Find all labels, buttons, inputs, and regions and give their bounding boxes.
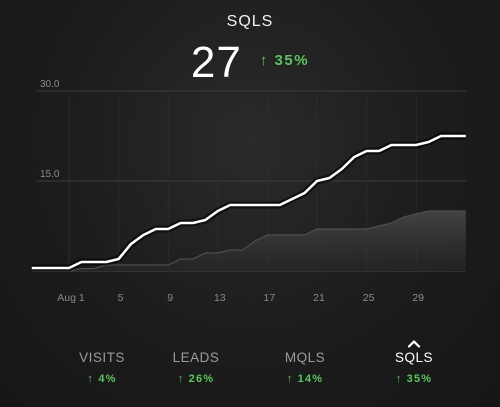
x-tick-label: 17: [264, 292, 276, 304]
x-tick-label: 21: [313, 292, 325, 304]
headline: 27 ↑ 35%: [0, 38, 500, 88]
tab-change: ↑ 26%: [177, 373, 215, 385]
chart-line-layer: [31, 132, 466, 272]
tab-sqls[interactable]: SQLS ↑ 35%: [359, 324, 469, 394]
tab-label: SQLS: [394, 350, 434, 365]
x-tick-label: 13: [214, 292, 226, 304]
chart-labels: 15.0 30.0 Aug 1 5 9 13 17 21 25 29: [40, 79, 424, 304]
y-tick-label: 15.0: [40, 169, 60, 180]
chevron-up-icon: [407, 340, 421, 348]
tab-caret-slot: [250, 324, 360, 348]
metric-title: SQLS: [226, 13, 274, 30]
tab-visits[interactable]: VISITS ↑ 4%: [47, 324, 157, 394]
series-area-line: [31, 210, 466, 272]
metric-tabs: VISITS ↑ 4% LEADS ↑ 26% MQLS ↑ 14% SQLS …: [0, 324, 500, 404]
metric-value: 27: [190, 38, 242, 87]
tab-caret-slot: [141, 324, 251, 348]
tab-mqls[interactable]: MQLS ↑ 14%: [250, 324, 360, 394]
tab-change: ↑ 35%: [395, 373, 433, 385]
x-tick-label: 9: [167, 292, 173, 304]
chart-area-layer: [31, 210, 466, 272]
metric-change-badge: ↑ 35%: [259, 52, 310, 69]
series-area-fill: [31, 211, 466, 271]
x-tick-label: 5: [118, 292, 124, 304]
tab-label: LEADS: [172, 350, 220, 365]
tab-caret-slot: [359, 324, 469, 348]
x-tick-label: 29: [412, 292, 424, 304]
y-tick-label: 30.0: [40, 79, 60, 90]
x-tick-label: 25: [363, 292, 375, 304]
series-line: [31, 134, 466, 270]
tab-leads[interactable]: LEADS ↑ 26%: [141, 324, 251, 394]
tab-label: MQLS: [284, 350, 326, 365]
tab-change: ↑ 14%: [286, 373, 324, 385]
tab-change: ↑ 4%: [87, 373, 117, 385]
x-tick-label: Aug 1: [57, 292, 85, 304]
tab-label: VISITS: [79, 350, 125, 365]
